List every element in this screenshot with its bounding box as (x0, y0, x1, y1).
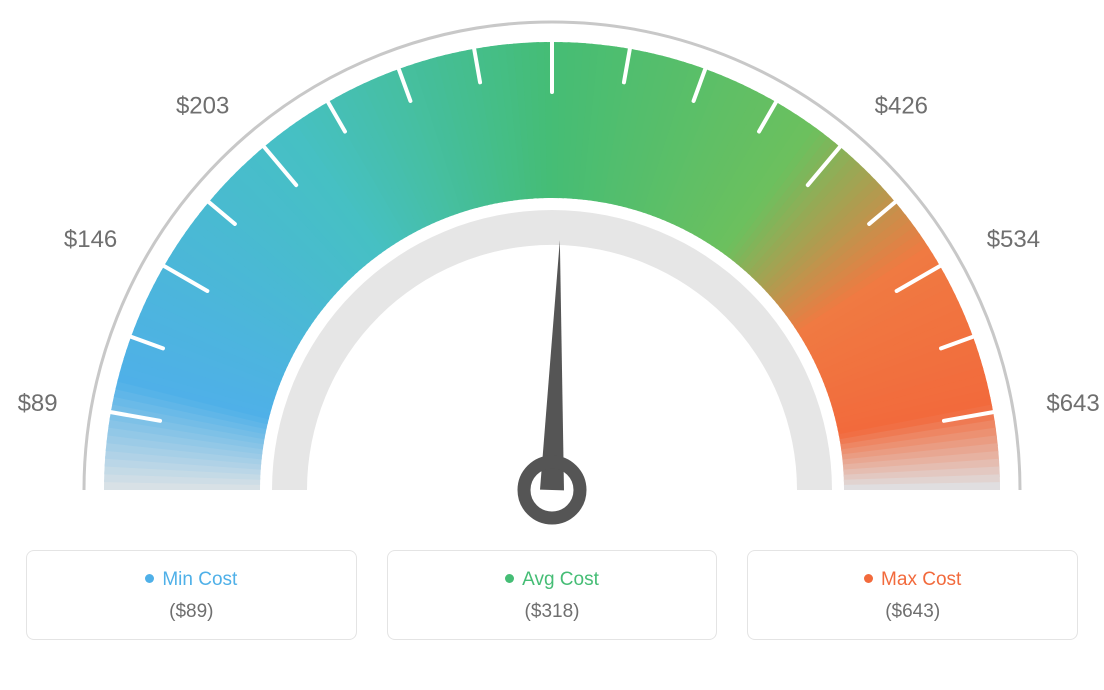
legend-card-min: Min Cost ($89) (26, 550, 357, 640)
legend-title-min: Min Cost (37, 569, 346, 591)
gauge-svg: $89$146$203$318$426$534$643 (0, 0, 1104, 550)
legend-card-max: Max Cost ($643) (747, 550, 1078, 640)
legend-label: Avg Cost (522, 569, 599, 590)
gauge-tick-label: $89 (18, 390, 58, 417)
gauge-tick-label: $146 (64, 226, 117, 253)
gauge-tick-label: $643 (1046, 390, 1099, 417)
gauge-tick-label: $534 (987, 226, 1040, 253)
legend-value-avg: ($318) (398, 601, 707, 623)
legend-title-max: Max Cost (758, 569, 1067, 591)
dot-icon (864, 574, 873, 583)
gauge-tick-label: $203 (176, 92, 229, 119)
gauge-tick-label: $426 (875, 92, 928, 119)
legend-value-min: ($89) (37, 601, 346, 623)
legend-row: Min Cost ($89) Avg Cost ($318) Max Cost … (0, 550, 1104, 640)
legend-title-avg: Avg Cost (398, 569, 707, 591)
gauge-needle (540, 240, 564, 490)
legend-label: Min Cost (162, 569, 237, 590)
legend-label: Max Cost (881, 569, 961, 590)
dot-icon (505, 574, 514, 583)
legend-card-avg: Avg Cost ($318) (387, 550, 718, 640)
legend-value-max: ($643) (758, 601, 1067, 623)
cost-gauge: $89$146$203$318$426$534$643 (0, 0, 1104, 550)
dot-icon (145, 574, 154, 583)
